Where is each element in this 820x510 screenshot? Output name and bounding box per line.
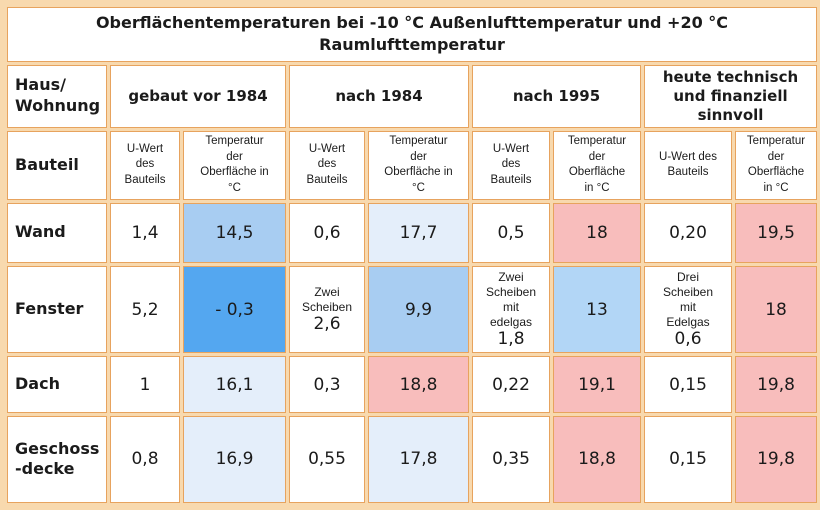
cell: 9,9 bbox=[368, 266, 469, 354]
cell: 17,7 bbox=[368, 202, 469, 264]
subheader-temperatur-2: Temperatur der Oberfläche in °C bbox=[368, 130, 469, 200]
group-header-nach-1995: nach 1995 bbox=[472, 64, 641, 128]
cell-note: Drei Scheiben mit Edelgas bbox=[662, 269, 714, 329]
cell: 17,8 bbox=[368, 415, 469, 503]
cell: 18 bbox=[553, 202, 641, 264]
row-wand: Wand 1,4 14,5 0,6 17,7 0,5 18 0,20 19,5 bbox=[7, 202, 818, 264]
cell: 16,1 bbox=[183, 356, 286, 413]
cell: 19,5 bbox=[735, 202, 818, 264]
cell: 13 bbox=[553, 266, 641, 354]
subheader-uwert-3: U-Wert des Bauteils bbox=[472, 130, 550, 200]
group-header-gebaut-vor-1984: gebaut vor 1984 bbox=[110, 64, 286, 128]
subheader-temperatur-1: Temperatur der Oberfläche in °C bbox=[183, 130, 286, 200]
cell: 0,22 bbox=[472, 356, 550, 413]
cell: 19,1 bbox=[553, 356, 641, 413]
cell-value: 0,6 bbox=[674, 328, 702, 349]
cell: 0,55 bbox=[289, 415, 365, 503]
cell: 0,3 bbox=[289, 356, 365, 413]
cell: 0,5 bbox=[472, 202, 550, 264]
cell: 1,4 bbox=[110, 202, 180, 264]
cell: 18,8 bbox=[368, 356, 469, 413]
subheader-temperatur-3: Temperatur der Oberfläche in °C bbox=[553, 130, 641, 200]
surface-temperature-table: Oberflächentemperaturen bei -10 °C Außen… bbox=[4, 4, 820, 506]
cell: 0,6 bbox=[289, 202, 365, 264]
subheader-uwert-4: U-Wert des Bauteils bbox=[644, 130, 732, 200]
cell: 0,15 bbox=[644, 356, 732, 413]
cell: 14,5 bbox=[183, 202, 286, 264]
header-haus-wohnung: Haus/ Wohnung bbox=[7, 64, 107, 128]
cell-value: 1,8 bbox=[497, 328, 525, 349]
cell: - 0,3 bbox=[183, 266, 286, 354]
cell: 19,8 bbox=[735, 415, 818, 503]
cell: 0,20 bbox=[644, 202, 732, 264]
subheader-temperatur-4: Temperatur der Oberfläche in °C bbox=[735, 130, 818, 200]
row-fenster: Fenster 5,2 - 0,3 Zwei Scheiben 2,6 9,9 … bbox=[7, 266, 818, 354]
sub-header-row: Bauteil U-Wert des Bauteils Temperatur d… bbox=[7, 130, 818, 200]
group-header-heute-sinnvoll: heute technisch und finanziell sinnvoll bbox=[644, 64, 818, 128]
row-label-dach: Dach bbox=[7, 356, 107, 413]
cell-value: 2,6 bbox=[313, 313, 341, 334]
cell-note: Zwei Scheiben mit edelgas bbox=[485, 269, 537, 329]
cell: 5,2 bbox=[110, 266, 180, 354]
subheader-uwert-2: U-Wert des Bauteils bbox=[289, 130, 365, 200]
cell: 18 bbox=[735, 266, 818, 354]
title-row: Oberflächentemperaturen bei -10 °C Außen… bbox=[7, 7, 818, 62]
row-label-wand: Wand bbox=[7, 202, 107, 264]
group-header-row: Haus/ Wohnung gebaut vor 1984 nach 1984 … bbox=[7, 64, 818, 128]
group-header-nach-1984: nach 1984 bbox=[289, 64, 469, 128]
header-bauteil: Bauteil bbox=[7, 130, 107, 200]
row-label-geschossdecke: Geschoss -decke bbox=[7, 415, 107, 503]
table-title: Oberflächentemperaturen bei -10 °C Außen… bbox=[7, 7, 818, 62]
cell: 0,35 bbox=[472, 415, 550, 503]
cell: 1 bbox=[110, 356, 180, 413]
cell: Zwei Scheiben 2,6 bbox=[289, 266, 365, 354]
cell: 0,8 bbox=[110, 415, 180, 503]
row-dach: Dach 1 16,1 0,3 18,8 0,22 19,1 0,15 19,8 bbox=[7, 356, 818, 413]
subheader-uwert-1: U-Wert des Bauteils bbox=[110, 130, 180, 200]
cell-note: Zwei Scheiben bbox=[301, 284, 353, 314]
cell: 19,8 bbox=[735, 356, 818, 413]
cell: Zwei Scheiben mit edelgas 1,8 bbox=[472, 266, 550, 354]
cell: Drei Scheiben mit Edelgas 0,6 bbox=[644, 266, 732, 354]
cell: 0,15 bbox=[644, 415, 732, 503]
row-geschossdecke: Geschoss -decke 0,8 16,9 0,55 17,8 0,35 … bbox=[7, 415, 818, 503]
cell: 18,8 bbox=[553, 415, 641, 503]
cell: 16,9 bbox=[183, 415, 286, 503]
row-label-fenster: Fenster bbox=[7, 266, 107, 354]
